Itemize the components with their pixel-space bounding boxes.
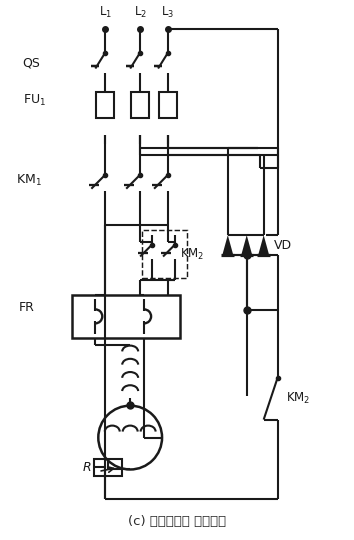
Text: KM$_1$: KM$_1$ [16,173,41,188]
Text: KM$_2$: KM$_2$ [180,246,204,261]
Text: FR: FR [19,301,34,314]
Text: L$_1$: L$_1$ [99,5,112,20]
Text: KM$_2$: KM$_2$ [286,391,310,406]
Bar [131,92,149,118]
Text: L$_2$: L$_2$ [133,5,147,20]
Polygon shape [258,235,269,255]
Text: $R$: $R$ [82,461,91,474]
Bar [142,230,187,278]
Text: FU$_1$: FU$_1$ [23,93,46,108]
Bar [94,458,122,476]
Text: (c) 三相半波、 绕组并联: (c) 三相半波、 绕组并联 [128,515,226,528]
Bar [96,92,114,118]
Text: QS: QS [23,56,40,69]
Bar [73,295,180,338]
Polygon shape [222,235,233,255]
Text: VD: VD [274,239,292,252]
Bar [159,92,177,118]
Polygon shape [241,235,252,255]
Text: L$_3$: L$_3$ [161,5,175,20]
